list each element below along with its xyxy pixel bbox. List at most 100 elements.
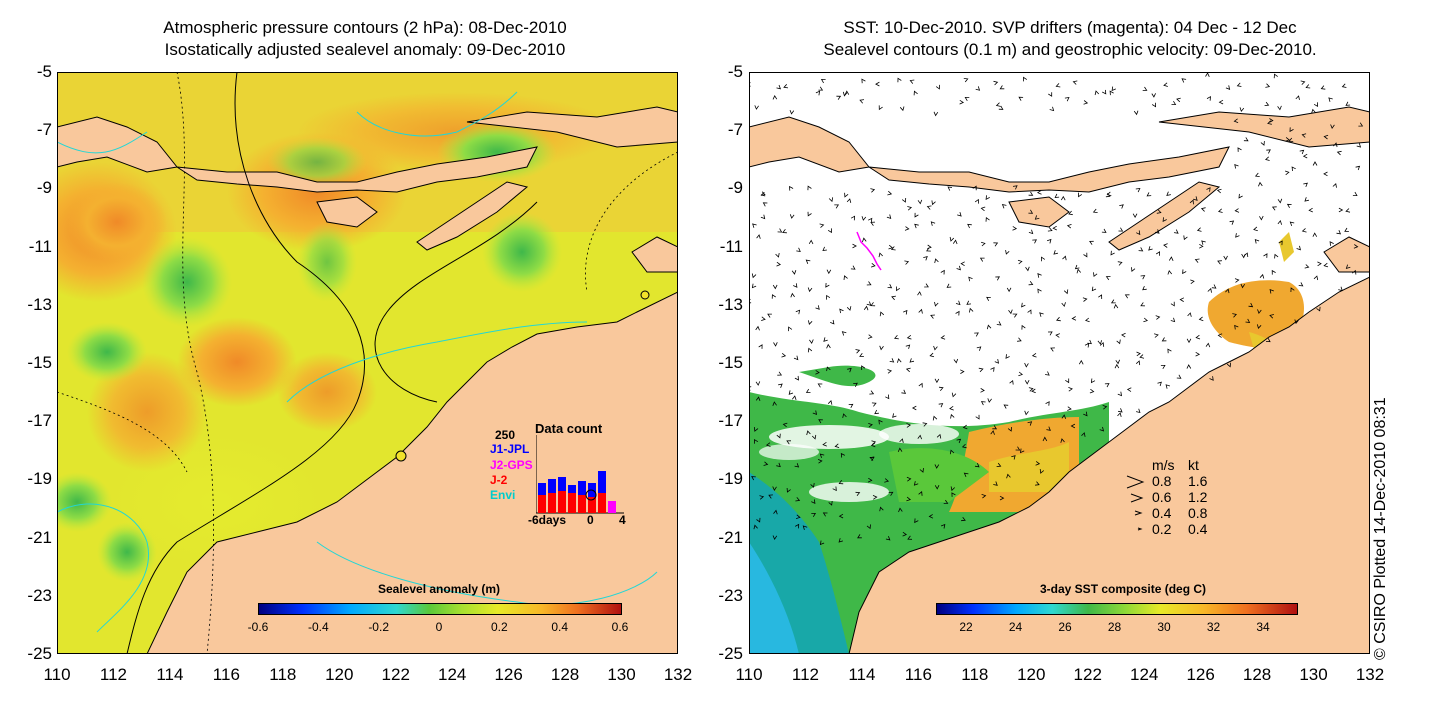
velocity-arrow (904, 226, 910, 231)
velocity-arrow (930, 314, 935, 319)
velocity-arrow (967, 223, 972, 229)
velocity-arrow (791, 395, 797, 401)
velocity-arrow (1301, 228, 1307, 233)
velocity-arrow (1138, 247, 1144, 252)
velocity-arrow (817, 383, 823, 388)
velocity-arrow (1234, 324, 1239, 330)
velocity-arrow (913, 481, 919, 486)
velocity-arrow (1070, 423, 1076, 429)
velocity-arrow (1118, 408, 1123, 413)
velocity-legend-row3-kt: 0.8 (1188, 505, 1208, 521)
velocity-arrow (772, 486, 777, 492)
velocity-arrow (775, 253, 780, 258)
velocity-arrow (875, 81, 880, 87)
left-lat-label-10: -25 (27, 644, 52, 663)
velocity-arrow (1072, 80, 1078, 85)
velocity-arrow (933, 111, 939, 117)
velocity-arrow (751, 273, 757, 279)
velocity-arrow (1078, 192, 1083, 198)
velocity-arrow (811, 499, 816, 504)
velocity-arrow (822, 246, 827, 251)
velocity-arrow (1081, 432, 1086, 437)
velocity-arrow (1196, 227, 1202, 232)
right-lon-label-9: 128 (1242, 665, 1272, 684)
velocity-arrow (1035, 481, 1040, 486)
velocity-arrow (1183, 235, 1188, 241)
velocity-arrow (1190, 279, 1195, 285)
velocity-arrow (815, 90, 821, 96)
velocity-arrow (1245, 318, 1251, 323)
velocity-arrow (1024, 410, 1029, 416)
velocity-arrow (807, 185, 812, 191)
right-lon-label-0: 110 (735, 665, 763, 684)
velocity-arrow (756, 517, 761, 523)
left-map[interactable] (17, 71, 679, 655)
velocity-arrow (1056, 316, 1061, 322)
velocity-arrow (889, 358, 895, 363)
right-map[interactable] (746, 72, 1371, 655)
velocity-arrow (906, 334, 912, 340)
velocity-arrow (870, 442, 876, 448)
velocity-arrow (846, 198, 852, 203)
velocity-arrow (1117, 412, 1122, 417)
velocity-arrow (782, 229, 787, 234)
left-lon-label-3: 116 (212, 665, 240, 684)
left-lat-label-7: -19 (27, 469, 52, 489)
velocity-arrow (1243, 137, 1249, 142)
velocity-arrow (812, 410, 818, 416)
velocity-arrow (758, 344, 763, 349)
velocity-arrow (891, 295, 896, 301)
velocity-arrow (1064, 96, 1070, 102)
velocity-arrow (918, 308, 923, 314)
velocity-arrow (951, 392, 957, 398)
velocity-arrow (1155, 229, 1160, 234)
velocity-arrow (756, 234, 761, 239)
data-count-max: 250 (495, 428, 516, 442)
velocity-arrow (987, 398, 992, 403)
velocity-arrow (1068, 387, 1073, 392)
velocity-arrow (1170, 317, 1176, 323)
velocity-arrow (1140, 302, 1146, 307)
velocity-arrow (795, 497, 801, 502)
velocity-arrow (1209, 376, 1214, 381)
velocity-arrow (1037, 273, 1042, 278)
right-lat-label-0: -5 (727, 62, 743, 81)
velocity-arrow (1161, 337, 1167, 342)
velocity-arrow (897, 447, 903, 453)
data-count-label-j2: J-2 (490, 473, 508, 487)
velocity-arrow (867, 334, 873, 339)
right-lon-label-10: 130 (1299, 665, 1328, 684)
velocity-legend-row2-kt: 1.2 (1188, 489, 1208, 505)
right-lat-label-7: -19 (718, 469, 743, 489)
velocity-arrow (752, 223, 757, 228)
velocity-arrow (1031, 388, 1036, 394)
velocity-arrow (1143, 317, 1149, 323)
velocity-arrow (1253, 226, 1258, 232)
velocity-arrow (1167, 348, 1172, 354)
velocity-arrow (870, 221, 876, 226)
velocity-arrow (795, 523, 800, 529)
right-lon-label-2: 114 (848, 665, 876, 684)
velocity-arrow (1289, 221, 1295, 227)
velocity-arrow (1065, 378, 1070, 384)
velocity-arrow (1032, 239, 1037, 244)
velocity-arrow (1257, 309, 1262, 315)
velocity-arrow (808, 239, 814, 245)
velocity-arrow (759, 495, 765, 500)
velocity-arrow (839, 308, 844, 314)
velocity-arrow (898, 507, 903, 513)
velocity-arrow (897, 77, 902, 83)
velocity-arrow (808, 320, 813, 326)
velocity-arrow (832, 486, 837, 492)
velocity-arrow (1225, 288, 1230, 294)
velocity-arrow (1139, 354, 1145, 359)
velocity-arrow (928, 514, 934, 519)
velocity-arrow (1160, 365, 1166, 370)
velocity-arrow (1024, 380, 1030, 385)
left-lon-label-1: 112 (99, 665, 127, 684)
velocity-arrow (1234, 163, 1239, 169)
velocity-arrow (1302, 153, 1308, 159)
velocity-arrow (1055, 83, 1061, 88)
velocity-arrow (1277, 105, 1282, 111)
velocity-arrow (926, 247, 931, 252)
